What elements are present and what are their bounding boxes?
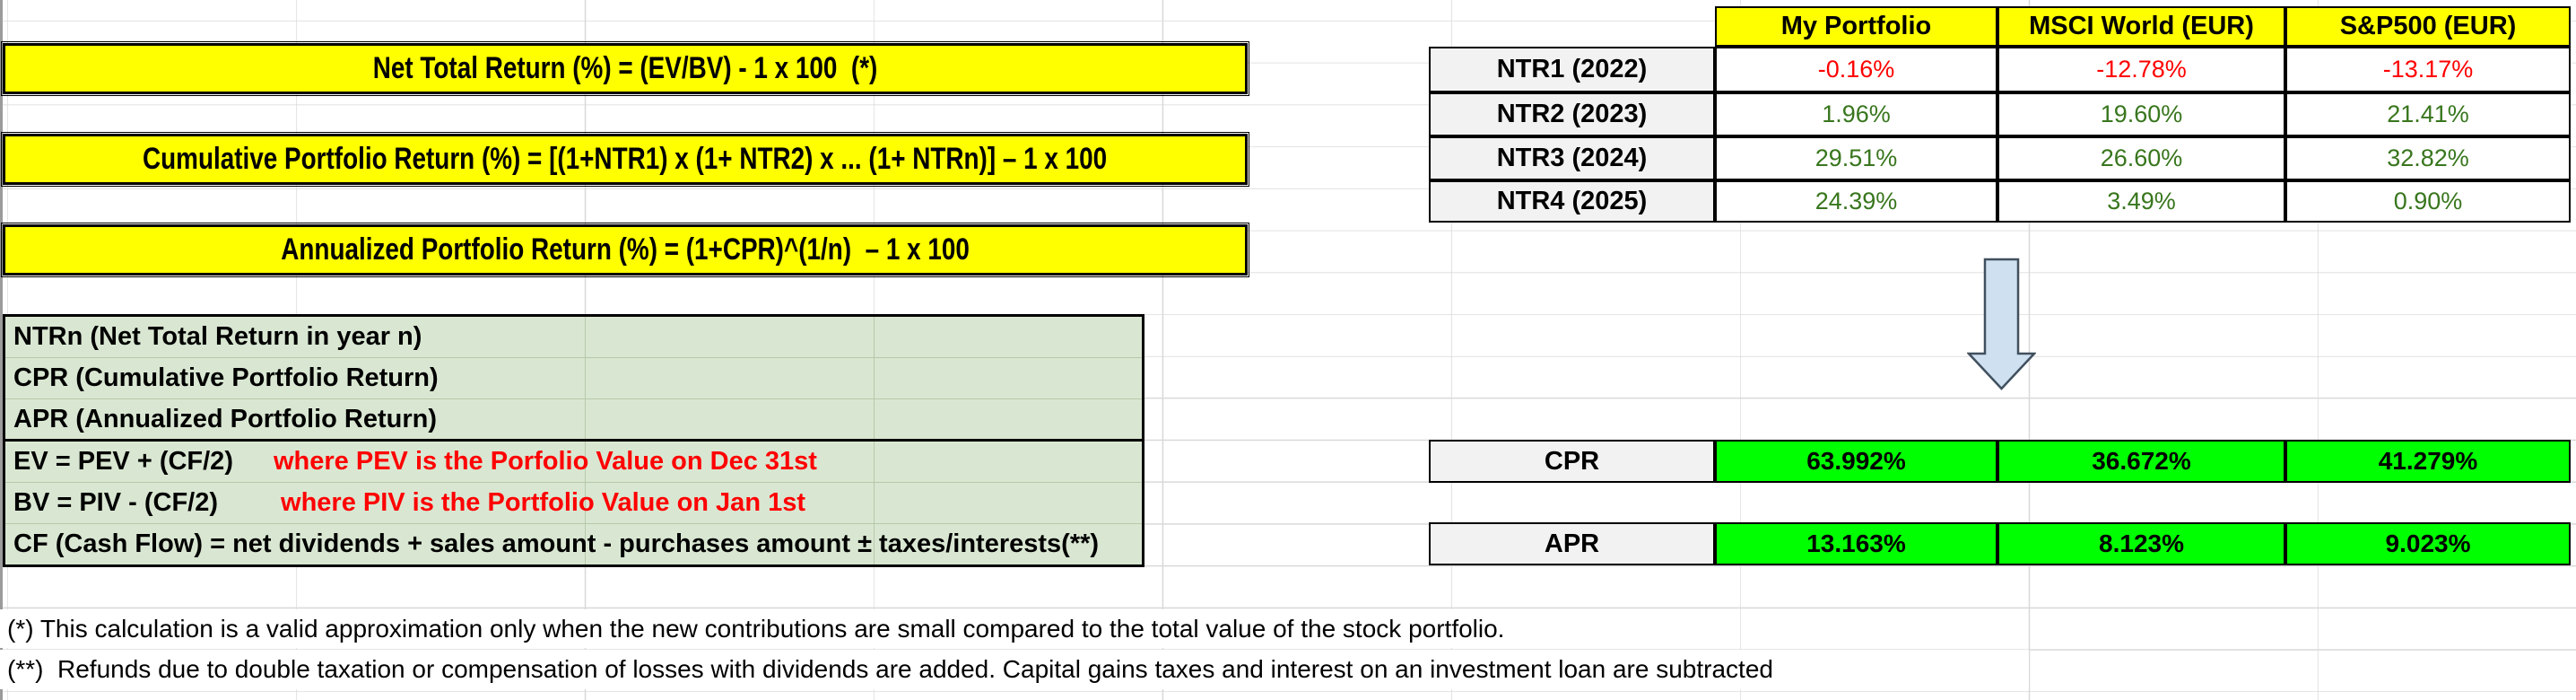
returns-table-header: My Portfolio MSCI World (EUR) S&P500 (EU… (1715, 6, 2571, 47)
column-header-msci-world[interactable]: MSCI World (EUR) (1997, 6, 2285, 47)
cpr-value-cell[interactable]: 63.992% (1715, 440, 1997, 483)
formula-box-cumulative-return[interactable]: Cumulative Portfolio Return (%) = [(1+NT… (1, 132, 1249, 187)
column-header-my-portfolio[interactable]: My Portfolio (1715, 6, 1997, 47)
sheet-left-edge (0, 0, 3, 700)
value-cell[interactable]: 19.60% (1997, 92, 2285, 136)
apr-label[interactable]: APR (1429, 522, 1715, 565)
definition-row-ev[interactable]: EV = PEV + (CF/2) where PEV is the Porfo… (5, 442, 1142, 484)
footnote-text: (**) Refunds due to double taxation or c… (7, 655, 1773, 683)
row-label-ntr4[interactable]: NTR4 (2025) (1429, 180, 1715, 223)
definition-note: where PIV is the Portfolio Value on Jan … (281, 488, 805, 518)
definition-note: where PEV is the Porfolio Value on Dec 3… (273, 447, 817, 477)
apr-value-cell[interactable]: 8.123% (1997, 522, 2285, 565)
definition-row-apr[interactable]: APR (Annualized Portfolio Return) (5, 399, 1142, 442)
column-header-sp500[interactable]: S&P500 (EUR) (2285, 6, 2571, 47)
value-cell[interactable]: 3.49% (1997, 180, 2285, 223)
value-cell[interactable]: 32.82% (2285, 136, 2571, 180)
definition-text: CPR (Cumulative Portfolio Return) (13, 363, 439, 392)
footnote-asterisk[interactable]: (*) This calculation is a valid approxim… (0, 609, 1740, 648)
definition-row-cf[interactable]: CF (Cash Flow) = net dividends + sales a… (5, 524, 1142, 564)
cpr-label[interactable]: CPR (1429, 440, 1715, 483)
formula-text-cumulative-return: Cumulative Portfolio Return (%) = [(1+NT… (143, 142, 1108, 176)
value-cell[interactable]: 1.96% (1715, 92, 1997, 136)
value-cell[interactable]: 0.90% (2285, 180, 2571, 223)
apr-value-cell[interactable]: 13.163% (1715, 522, 1997, 565)
definition-text: APR (Annualized Portfolio Return) (13, 404, 438, 433)
returns-table-body: NTR1 (2022) -0.16% -12.78% -13.17% NTR2 … (1429, 47, 2571, 223)
row-label-ntr1[interactable]: NTR1 (2022) (1429, 47, 1715, 92)
cpr-value-cell[interactable]: 41.279% (2285, 440, 2571, 483)
value-cell[interactable]: 21.41% (2285, 92, 2571, 136)
apr-value-cell[interactable]: 9.023% (2285, 522, 2571, 565)
value-cell[interactable]: -0.16% (1715, 47, 1997, 92)
definitions-table: NTRn (Net Total Return in year n) CPR (C… (3, 314, 1144, 567)
formula-box-annualized-return[interactable]: Annualized Portfolio Return (%) = (1+CPR… (1, 223, 1249, 277)
down-arrow-icon (1966, 258, 2037, 390)
definition-row-bv[interactable]: BV = PIV - (CF/2) where PIV is the Portf… (5, 483, 1142, 525)
value-cell[interactable]: 29.51% (1715, 136, 1997, 180)
formula-text-annualized-return: Annualized Portfolio Return (%) = (1+CPR… (281, 232, 970, 267)
apr-summary-row: APR 13.163% 8.123% 9.023% (1429, 522, 2571, 565)
row-label-ntr2[interactable]: NTR2 (2023) (1429, 92, 1715, 136)
row-label-ntr3[interactable]: NTR3 (2024) (1429, 136, 1715, 180)
definition-text: EV = PEV + (CF/2) (13, 447, 233, 477)
definition-text: CF (Cash Flow) = net dividends + sales a… (13, 529, 1100, 559)
definition-row-cpr[interactable]: CPR (Cumulative Portfolio Return) (5, 358, 1142, 399)
definition-text: BV = PIV - (CF/2) (13, 488, 219, 518)
definition-text: NTRn (Net Total Return in year n) (13, 321, 422, 351)
cpr-value-cell[interactable]: 36.672% (1997, 440, 2285, 483)
formula-text-net-total-return: Net Total Return (%) = (EV/BV) - 1 x 100… (372, 51, 878, 85)
value-cell[interactable]: -12.78% (1997, 47, 2285, 92)
value-cell[interactable]: 26.60% (1997, 136, 2285, 180)
definition-row-ntrn[interactable]: NTRn (Net Total Return in year n) (5, 317, 1142, 358)
footnote-double-asterisk[interactable]: (**) Refunds due to double taxation or c… (0, 650, 2029, 689)
down-arrow-shape[interactable] (1966, 258, 2037, 390)
formula-box-net-total-return[interactable]: Net Total Return (%) = (EV/BV) - 1 x 100… (1, 41, 1249, 96)
cpr-summary-row: CPR 63.992% 36.672% 41.279% (1429, 440, 2571, 483)
value-cell[interactable]: 24.39% (1715, 180, 1997, 223)
footnote-text: (*) This calculation is a valid approxim… (7, 614, 1505, 643)
value-cell[interactable]: -13.17% (2285, 47, 2571, 92)
